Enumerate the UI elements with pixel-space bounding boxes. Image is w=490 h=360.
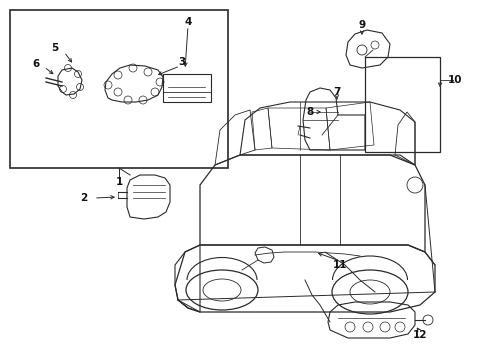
Text: 4: 4: [184, 17, 192, 27]
Text: 1: 1: [115, 177, 122, 187]
Text: 9: 9: [359, 20, 366, 30]
Text: 6: 6: [32, 59, 40, 69]
Bar: [163, 74, 211, 102]
Text: 5: 5: [51, 43, 59, 53]
Text: 12: 12: [413, 330, 427, 340]
Text: 2: 2: [80, 193, 88, 203]
Text: 7: 7: [333, 87, 341, 97]
Text: 8: 8: [306, 107, 314, 117]
Bar: [365, 57, 440, 152]
Bar: [10, 10, 228, 168]
Text: 10: 10: [448, 75, 462, 85]
Text: 3: 3: [178, 57, 186, 67]
Text: 11: 11: [333, 260, 347, 270]
